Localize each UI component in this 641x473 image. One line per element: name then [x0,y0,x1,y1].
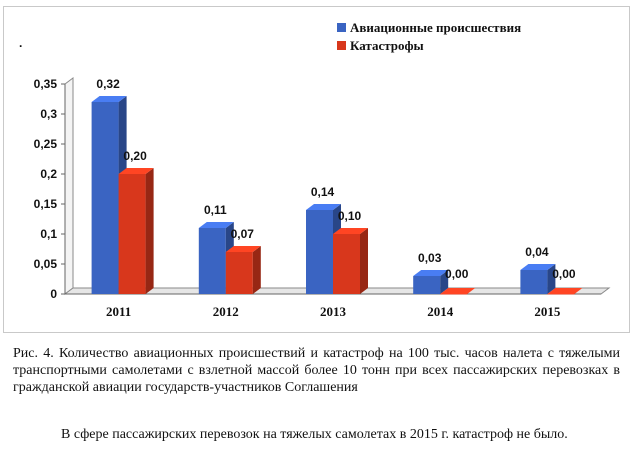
legend-label: Авиационные происшествия [350,20,521,35]
bar-side [547,264,556,294]
bar [306,210,333,294]
data-label: 0,14 [311,185,335,199]
bar-top [520,264,556,270]
side-wall [64,77,74,295]
bar-top [413,270,449,276]
bar [440,294,468,295]
data-label: 0,03 [418,251,442,265]
bar [333,234,360,294]
x-tick-label: 2014 [427,304,454,319]
data-label: 0,32 [96,77,120,91]
y-tick-label: 0 [50,287,57,301]
y-tick-label: 0,05 [34,257,58,271]
y-tick-label: 0,35 [34,77,58,91]
y-tick-label: 0,25 [34,137,58,151]
bar [547,294,575,295]
bar-top [440,288,476,294]
bar-top [306,204,341,210]
bar-top [198,222,234,228]
legend-swatch [337,23,346,32]
bar-top [118,168,154,174]
data-label: 0,10 [338,209,362,223]
bar-top [91,96,127,102]
data-label: 0,07 [231,227,255,241]
bar-top [333,228,368,234]
bar [520,270,548,294]
bar-chart: 0 0,05 0,1 0,15 0,2 0,25 0,3 0,35 2011 0,32 0,20 20… [19,20,611,319]
y-tick-label: 0,15 [34,197,58,211]
bar [118,174,146,294]
legend-label: Катастрофы [350,38,424,53]
chart-frame: 0 0,05 0,1 0,15 0,2 0,25 0,3 0,35 2011 0,32 0,20 20… [3,6,630,333]
bar-top [547,288,583,294]
body-paragraph: В сфере пассажирских перевозок на тяжелы… [61,427,568,442]
bar [225,252,253,294]
y-tick-label: 0,1 [40,227,57,241]
bar [91,102,119,294]
x-tick-label: 2013 [320,304,347,319]
data-label: 0,20 [123,149,147,163]
bar-side [440,270,449,294]
bar-top [225,246,261,252]
figure-caption: Рис. 4. Количество авиационных происшест… [13,346,620,395]
x-tick-label: 2015 [534,304,561,319]
bar-side [252,246,261,294]
bar-side [360,228,368,294]
bar [198,228,226,294]
bar [413,276,441,294]
x-tick-label: 2012 [213,304,239,319]
bar-side [145,168,154,294]
corner-marker: . [19,36,22,50]
legend-swatch [337,41,346,50]
data-label: 0,04 [525,245,549,259]
data-label: 0,00 [445,267,469,281]
x-tick-label: 2011 [106,304,131,319]
data-label: 0,00 [552,267,576,281]
y-tick-label: 0,3 [40,107,57,121]
data-label: 0,11 [204,203,227,217]
y-tick-label: 0,2 [40,167,57,181]
